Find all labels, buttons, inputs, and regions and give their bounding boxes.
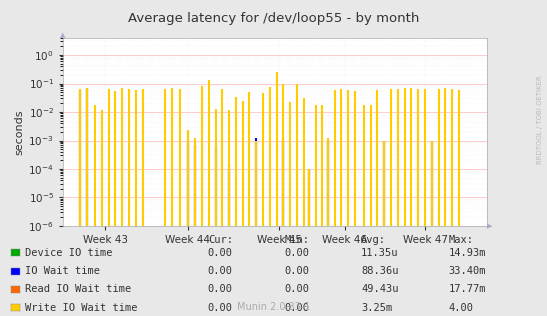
Text: Read IO Wait time: Read IO Wait time — [25, 284, 131, 295]
Text: 11.35u: 11.35u — [361, 248, 399, 258]
Text: 0.00: 0.00 — [208, 248, 233, 258]
Text: 4.00: 4.00 — [449, 303, 474, 313]
Text: 88.36u: 88.36u — [361, 266, 399, 276]
Text: 17.77m: 17.77m — [449, 284, 486, 295]
Text: Write IO Wait time: Write IO Wait time — [25, 303, 137, 313]
Text: 33.40m: 33.40m — [449, 266, 486, 276]
Y-axis label: seconds: seconds — [14, 109, 24, 155]
Text: ▲: ▲ — [60, 32, 66, 38]
Text: 0.00: 0.00 — [208, 303, 233, 313]
Text: 0.00: 0.00 — [284, 303, 310, 313]
Text: 0.00: 0.00 — [284, 266, 310, 276]
Text: Avg:: Avg: — [361, 235, 386, 246]
Text: ▶: ▶ — [487, 223, 492, 229]
Text: Max:: Max: — [449, 235, 474, 246]
Text: 0.00: 0.00 — [284, 248, 310, 258]
Text: Munin 2.0.33-1: Munin 2.0.33-1 — [237, 302, 310, 312]
Text: 49.43u: 49.43u — [361, 284, 399, 295]
Text: IO Wait time: IO Wait time — [25, 266, 100, 276]
Text: RRDTOOL / TOBI OETIKER: RRDTOOL / TOBI OETIKER — [537, 76, 543, 164]
Text: 14.93m: 14.93m — [449, 248, 486, 258]
Text: 0.00: 0.00 — [208, 284, 233, 295]
Text: Average latency for /dev/loop55 - by month: Average latency for /dev/loop55 - by mon… — [128, 12, 419, 25]
Text: 0.00: 0.00 — [208, 266, 233, 276]
Text: Min:: Min: — [284, 235, 310, 246]
Text: 3.25m: 3.25m — [361, 303, 392, 313]
Text: Device IO time: Device IO time — [25, 248, 112, 258]
Text: 0.00: 0.00 — [284, 284, 310, 295]
Text: Cur:: Cur: — [208, 235, 233, 246]
